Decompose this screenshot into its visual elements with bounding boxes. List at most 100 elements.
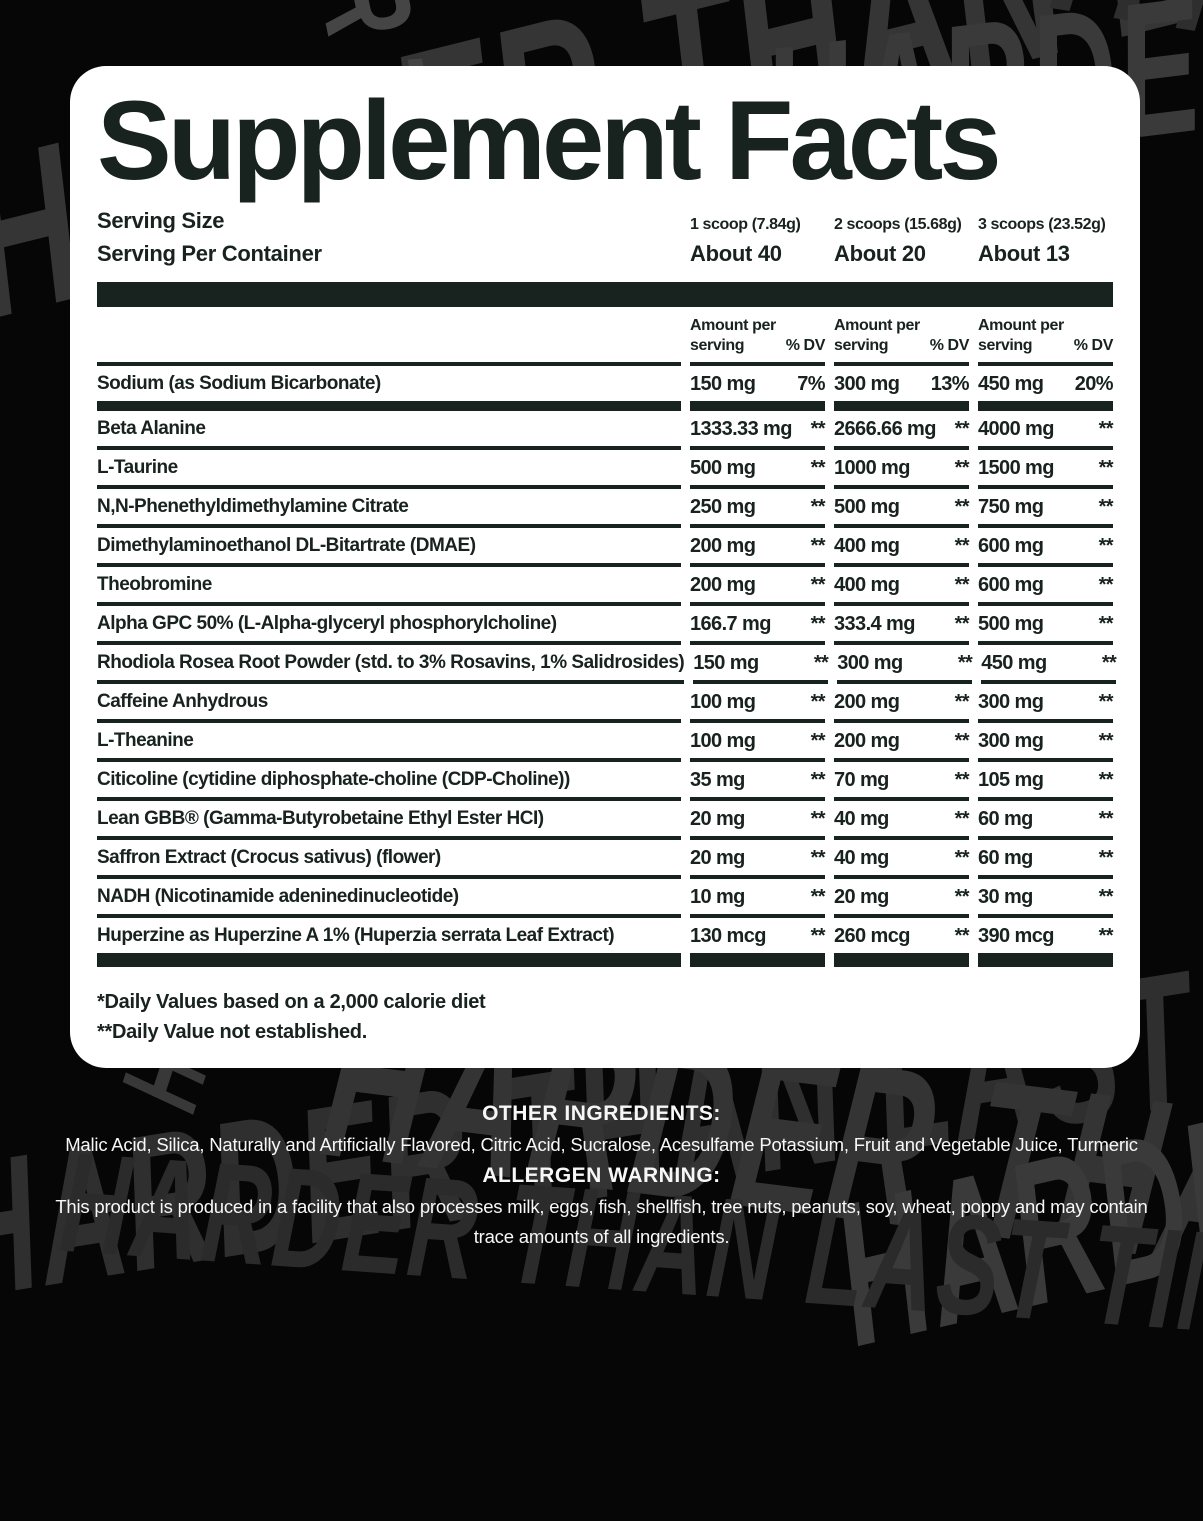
row-cell: 20 mg **: [834, 879, 970, 918]
row-dv: **: [954, 534, 970, 557]
table-row: L-Theanine 100 mg ** 200 mg ** 300 mg **: [97, 723, 1114, 762]
row-amount: 1333.33 mg: [690, 417, 792, 440]
row-amount: 20 mg: [690, 846, 745, 869]
row-dv: **: [810, 690, 826, 713]
row-dv: **: [810, 612, 826, 635]
row-dv: **: [957, 651, 973, 674]
ingredient-name: Citicoline (cytidine diphosphate-choline…: [97, 762, 681, 801]
row-dv: **: [810, 417, 826, 440]
row-amount: 105 mg: [978, 768, 1044, 791]
row-dv: **: [810, 807, 826, 830]
servings-per-container-row: Serving Per Container About 40 About 20 …: [97, 241, 1113, 267]
row-cell: 40 mg **: [834, 840, 970, 879]
amount-per-serving-header: Amount per serving: [834, 317, 920, 354]
row-cell: 20 mg **: [690, 801, 826, 840]
row-amount: 10 mg: [690, 885, 745, 908]
row-cell: 500 mg **: [690, 450, 826, 489]
table-row: Lean GBB® (Gamma-Butyrobetaine Ethyl Est…: [97, 801, 1114, 840]
row-dv: 13%: [930, 372, 970, 395]
bar-segment: [97, 952, 681, 967]
percent-dv-header: % DV: [1073, 336, 1114, 354]
table-row: Caffeine Anhydrous 100 mg ** 200 mg ** 3…: [97, 684, 1114, 723]
row-amount: 70 mg: [834, 768, 889, 791]
row-dv: **: [810, 495, 826, 518]
other-ingredients-title: OTHER INGREDIENTS:: [482, 1102, 721, 1125]
row-amount: 20 mg: [834, 885, 889, 908]
row-amount: 150 mg: [690, 372, 756, 395]
scoop-size-2: 2 scoops (15.68g): [834, 216, 962, 234]
percent-dv-header: % DV: [785, 336, 826, 354]
row-cell: 1500 mg **: [978, 450, 1114, 489]
row-dv: **: [954, 612, 970, 635]
row-cell: 20 mg **: [690, 840, 826, 879]
row-amount: 500 mg: [690, 456, 756, 479]
row-cell: 150 mg **: [693, 645, 829, 684]
servings-count-1: About 40: [690, 241, 782, 267]
row-dv: **: [954, 768, 970, 791]
facts-table-body: Sodium (as Sodium Bicarbonate) 150 mg 7%…: [97, 366, 1117, 953]
row-cell: 750 mg **: [978, 489, 1114, 528]
row-dv: **: [1098, 612, 1114, 635]
row-dv: **: [813, 651, 829, 674]
separator-bar-bottom: [97, 952, 1113, 967]
row-dv: 20%: [1074, 372, 1114, 395]
row-cell: 200 mg **: [690, 567, 826, 606]
row-dv: **: [1098, 924, 1114, 947]
row-cell: 4000 mg **: [978, 411, 1114, 450]
row-dv: **: [1098, 495, 1114, 518]
ingredient-name: Huperzine as Huperzine A 1% (Huperzia se…: [97, 924, 615, 946]
row-amount: 200 mg: [834, 729, 900, 752]
table-row: Rhodiola Rosea Root Powder (std. to 3% R…: [97, 645, 1117, 684]
ingredient-name: L-Taurine: [97, 450, 681, 489]
scoop-size-1: 1 scoop (7.84g): [690, 216, 801, 234]
row-dv: **: [810, 885, 826, 908]
row-dv: **: [954, 807, 970, 830]
row-cell: 200 mg **: [834, 684, 970, 723]
row-amount: 40 mg: [834, 846, 889, 869]
row-cell: 300 mg **: [978, 684, 1114, 723]
row-amount: 35 mg: [690, 768, 745, 791]
row-dv: **: [954, 729, 970, 752]
row-dv: **: [1098, 768, 1114, 791]
allergen-warning-title: ALLERGEN WARNING:: [482, 1164, 721, 1188]
table-row: Alpha GPC 50% (L-Alpha-glyceryl phosphor…: [97, 606, 1114, 645]
row-amount: 1500 mg: [978, 456, 1054, 479]
row-cell: 333.4 mg **: [834, 606, 970, 645]
table-row: Citicoline (cytidine diphosphate-choline…: [97, 762, 1114, 801]
ingredient-name: Caffeine Anhydrous: [97, 684, 681, 723]
row-amount: 450 mg: [978, 372, 1044, 395]
row-dv: **: [1098, 417, 1114, 440]
row-cell: 500 mg **: [834, 489, 970, 528]
row-amount: 4000 mg: [978, 417, 1054, 440]
other-ingredients-text: Malic Acid, Silica, Naturally and Artifi…: [65, 1133, 1138, 1155]
footnotes: *Daily Values based on a 2,000 calorie d…: [97, 987, 1113, 1047]
row-cell: 400 mg **: [834, 528, 970, 567]
row-amount: 300 mg: [978, 690, 1044, 713]
ingredient-name: N,N-Phenethyldimethylamine Citrate: [97, 489, 681, 528]
row-amount: 300 mg: [978, 729, 1044, 752]
allergen-warning-text: This product is produced in a facility t…: [55, 1195, 1148, 1248]
table-row: Theobromine 200 mg ** 400 mg ** 600 mg *…: [97, 567, 1114, 606]
row-amount: 333.4 mg: [834, 612, 915, 635]
scoop-size-3: 3 scoops (23.52g): [978, 216, 1106, 234]
row-dv: **: [954, 417, 970, 440]
row-amount: 400 mg: [834, 534, 900, 557]
row-cell: 2666.66 mg **: [834, 411, 970, 450]
row-cell: 500 mg **: [978, 606, 1114, 645]
bar-segment: [834, 952, 969, 967]
row-dv: **: [810, 729, 826, 752]
row-cell: 200 mg **: [690, 528, 826, 567]
percent-dv-header: % DV: [929, 336, 970, 354]
row-amount: 400 mg: [834, 573, 900, 596]
supplement-facts-panel: Supplement Facts Serving Size 1 scoop (7…: [70, 66, 1140, 1068]
serving-size-row: Serving Size 1 scoop (7.84g) 2 scoops (1…: [97, 208, 1113, 234]
row-amount: 750 mg: [978, 495, 1044, 518]
row-dv: **: [954, 456, 970, 479]
row-cell: 450 mg 20%: [978, 366, 1114, 411]
row-dv: **: [1098, 729, 1114, 752]
row-amount: 200 mg: [690, 534, 756, 557]
row-dv: **: [810, 534, 826, 557]
row-dv: **: [1098, 846, 1114, 869]
row-cell: 600 mg **: [978, 528, 1114, 567]
row-cell: 100 mg **: [690, 684, 826, 723]
